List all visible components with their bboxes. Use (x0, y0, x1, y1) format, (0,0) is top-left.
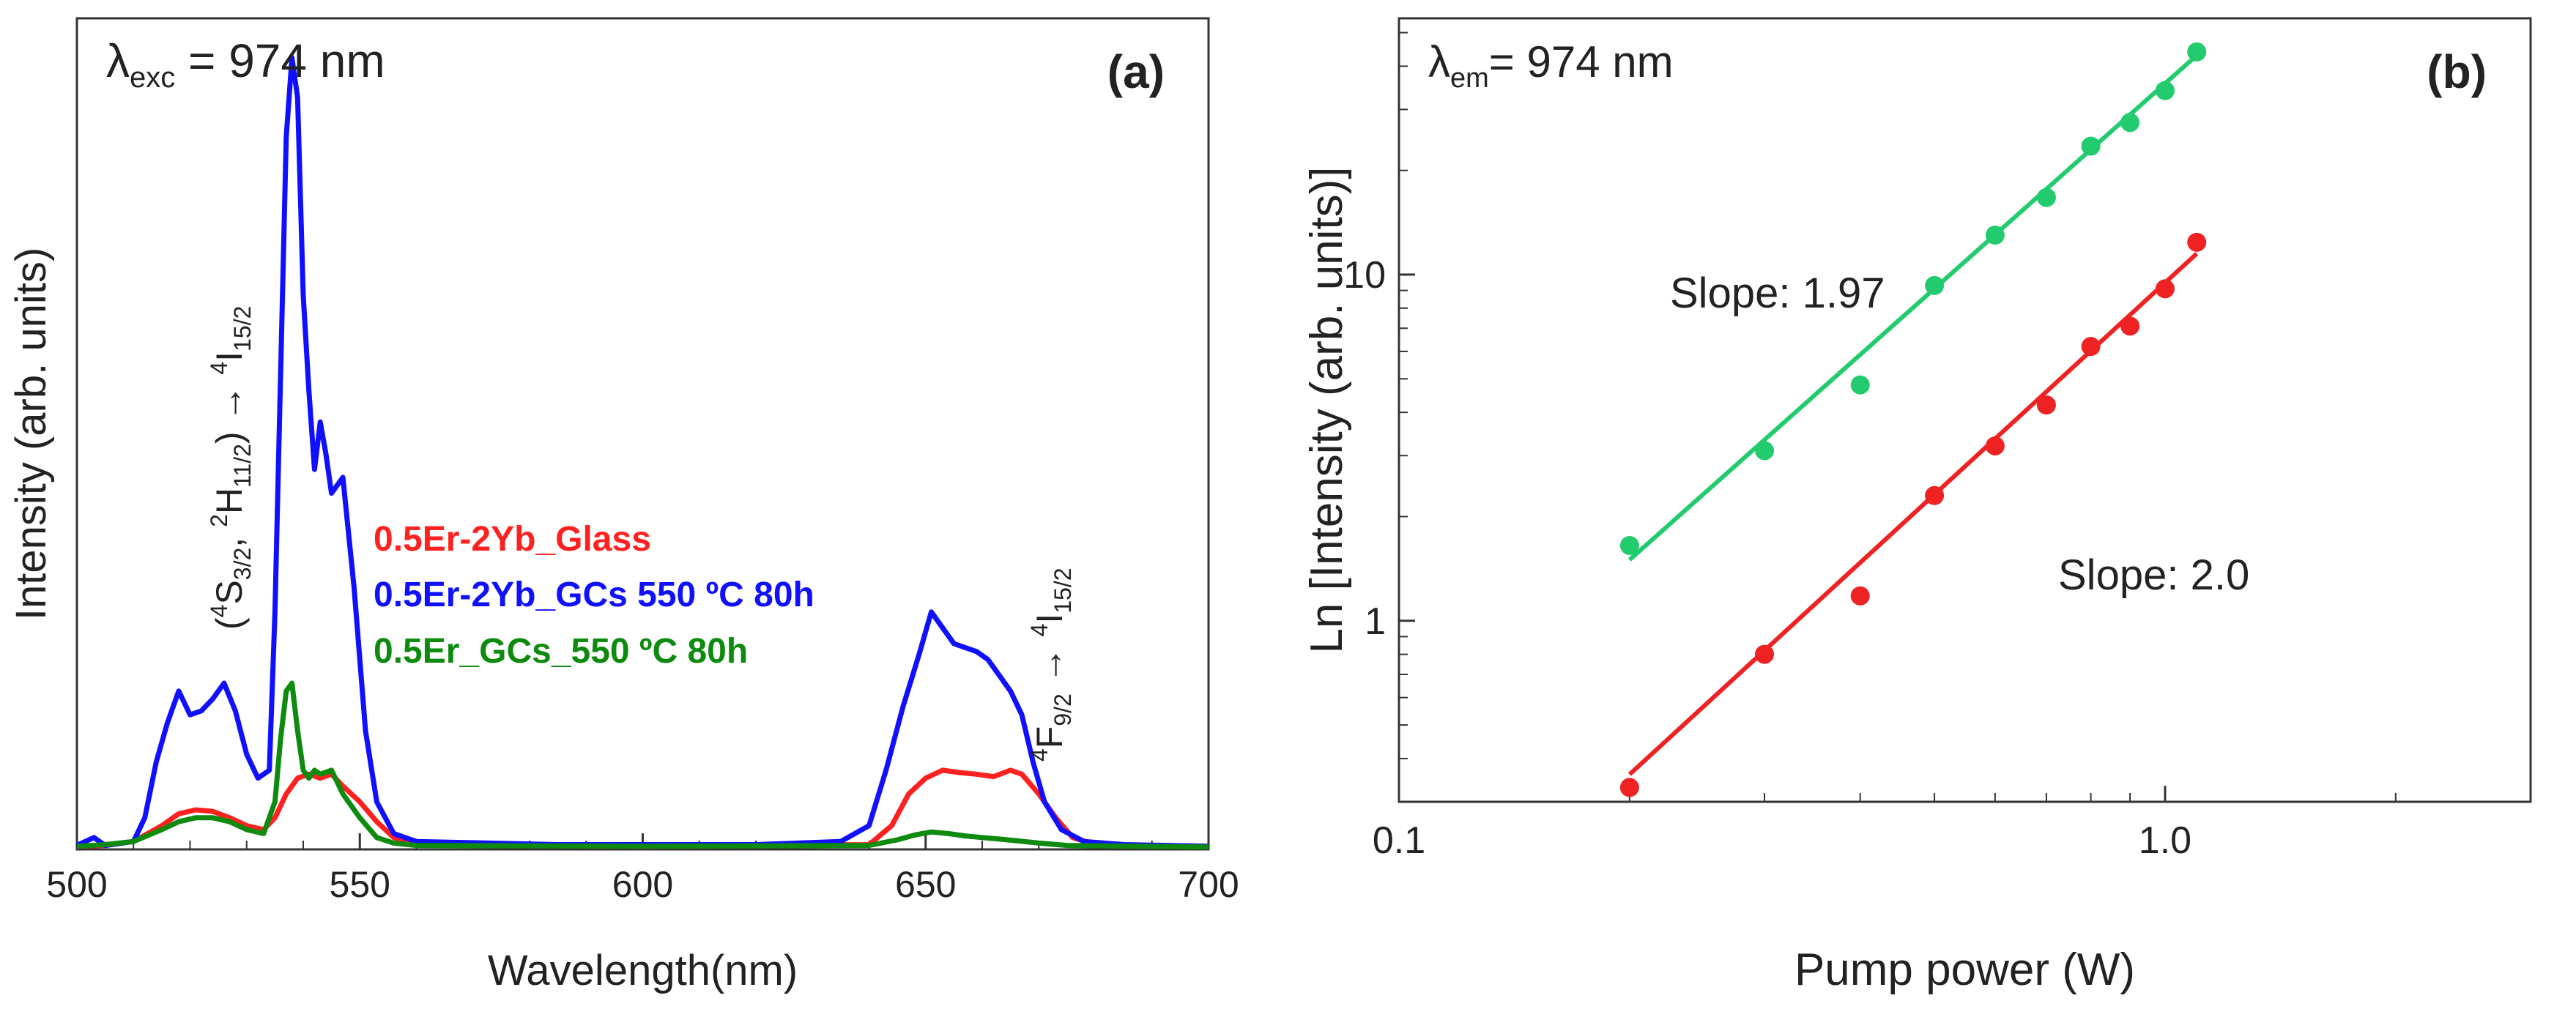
data-point-b-0-3 (1925, 275, 1945, 295)
x-axis-label-b: Pump power (W) (1794, 945, 2135, 995)
ann-span: I (1029, 614, 1070, 624)
panel-label-a: (a) (1107, 45, 1165, 98)
legend-entry-a-1: 0.5Er-2Yb_GCs 550 ºC 80h (374, 576, 814, 614)
data-point-b-1-0 (1619, 778, 1639, 797)
title-subscript: exc (130, 62, 175, 94)
x-tick-label-a: 700 (1178, 864, 1239, 905)
data-point-b-0-4 (1985, 226, 2005, 245)
data-point-b-1-1 (1755, 644, 1775, 664)
ann-span: S (209, 580, 250, 604)
x-tick-label-a: 500 (46, 864, 107, 905)
x-tick-label-a: 650 (895, 864, 956, 905)
plot-frame-b (1398, 17, 2532, 803)
fit-line-b-0 (1627, 53, 2199, 562)
x-tick-label-b: 1.0 (2139, 819, 2191, 862)
ann-sup: 4 (1026, 624, 1053, 637)
data-point-b-0-7 (2120, 113, 2140, 133)
ann-sup: 4 (1026, 748, 1053, 762)
ann-span: ) → (209, 375, 250, 444)
ann-span: H (209, 488, 250, 514)
data-point-b-1-7 (2120, 316, 2140, 336)
panel-title-b: λem= 974 nm (1428, 37, 1674, 94)
title-lambda: λ (1428, 37, 1450, 86)
ann-sub: 11/2 (229, 444, 256, 488)
title-lambda: λ (106, 34, 130, 87)
ann-sup: 4 (206, 362, 232, 375)
data-point-b-0-9 (2187, 42, 2207, 62)
ann-span: ( (209, 617, 250, 630)
data-point-b-1-5 (2036, 395, 2056, 415)
data-point-b-1-3 (1925, 485, 1945, 505)
data-point-b-0-6 (2081, 136, 2101, 156)
x-tick-label-a: 550 (330, 864, 390, 905)
ann-sub: 3/2 (229, 548, 256, 580)
title-suffix: = 974 nm (175, 34, 385, 87)
data-point-b-1-2 (1850, 586, 1870, 606)
x-tick-label-b: 0.1 (1373, 819, 1425, 862)
legend-entry-a-0: 0.5Er-2Yb_Glass (374, 520, 651, 559)
panel-title-a: λexc = 974 nm (106, 34, 385, 94)
title-suffix: = 974 nm (1489, 37, 1674, 86)
data-point-b-1-6 (2081, 337, 2101, 357)
ann-sub: 15/2 (229, 306, 256, 351)
ann-sub: 9/2 (1050, 693, 1076, 726)
ann-sub: 15/2 (1050, 567, 1076, 613)
fit-line-b-1 (1627, 252, 2199, 776)
ann-span: → (1029, 636, 1070, 693)
slope-label-green: Slope: 1.97 (1670, 269, 1885, 317)
data-point-b-1-9 (2187, 232, 2207, 252)
data-point-b-1-4 (1985, 436, 2005, 455)
data-point-b-0-2 (1850, 375, 1870, 395)
ann-span: F (1029, 726, 1070, 749)
annotation-transition-red: 4F9/2 → 4I15/2 (1026, 567, 1076, 762)
data-point-b-1-8 (2155, 279, 2175, 299)
ann-sup: 2 (206, 514, 232, 527)
ann-span: I (209, 351, 250, 362)
y-tick-label-b: 10 (1343, 254, 1386, 297)
data-point-b-0-0 (1619, 535, 1639, 555)
y-axis-label-a: Intensity (arb. units) (7, 247, 55, 620)
annotation-transition-green: (4S3/2, 2H11/2) → 4I15/2 (206, 306, 256, 630)
series-line-a-2 (76, 680, 1209, 850)
panel-label-b: (b) (2427, 45, 2487, 98)
ann-sup: 4 (206, 605, 232, 618)
series-line-a-1 (75, 55, 1209, 849)
title-subscript: em (1450, 63, 1489, 94)
y-tick-label-b: 1 (1365, 600, 1386, 643)
data-point-b-0-5 (2036, 187, 2056, 207)
data-point-b-0-8 (2155, 81, 2175, 100)
x-tick-label-a: 600 (612, 864, 673, 905)
slope-label-red: Slope: 2.0 (2058, 551, 2249, 599)
data-point-b-0-1 (1755, 441, 1775, 461)
x-axis-label-a: Wavelength(nm) (488, 947, 798, 994)
series-line-a-0 (76, 767, 1209, 849)
y-axis-label-b: Ln [Intensity (arb. units)] (1302, 166, 1352, 653)
ann-span: , (209, 527, 250, 548)
legend-entry-a-2: 0.5Er_GCs_550 ºC 80h (374, 632, 748, 671)
